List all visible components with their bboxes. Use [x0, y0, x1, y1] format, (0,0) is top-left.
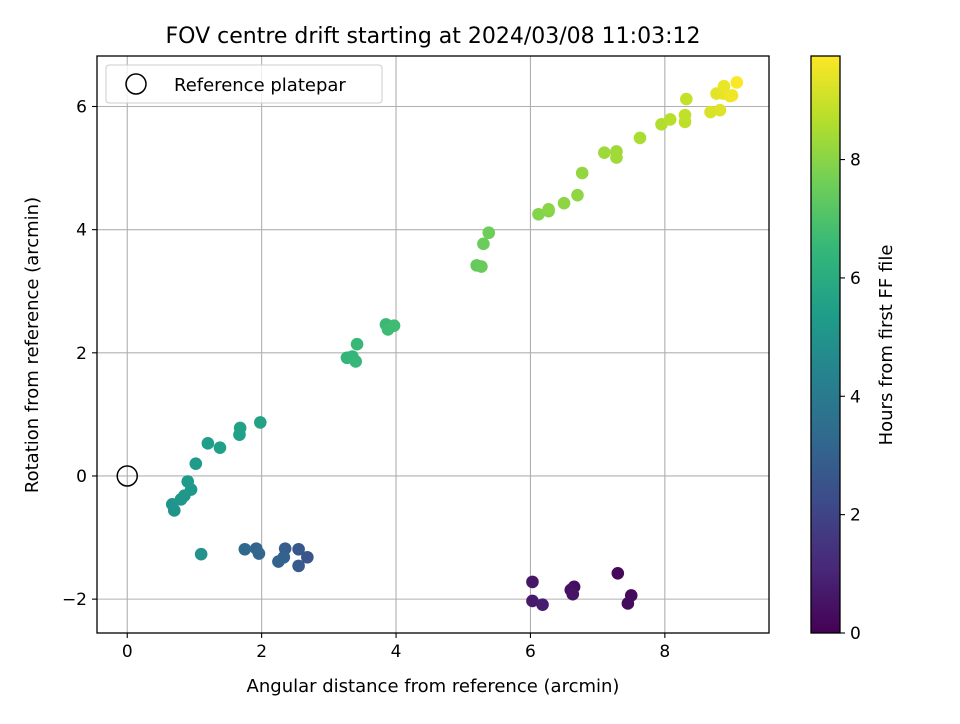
data-point	[680, 92, 693, 106]
data-point	[272, 555, 285, 568]
data-point	[713, 103, 727, 117]
legend-marker-icon	[125, 73, 147, 95]
y-axis-ticks: −2 0 2 4 6	[62, 97, 97, 610]
data-point	[532, 207, 545, 221]
data-point	[730, 76, 744, 89]
y-tick-label: 6	[76, 97, 87, 117]
x-axis-ticks: 0 2 4 6 8	[122, 633, 670, 662]
data-point	[598, 146, 611, 159]
x-tick-label: 2	[256, 642, 267, 662]
x-axis-label: Angular distance from reference (arcmin)	[247, 676, 620, 697]
legend-label: Reference platepar	[174, 75, 346, 96]
colorbar-label: Hours from first FF file	[876, 245, 897, 446]
data-point	[189, 457, 203, 470]
data-point	[253, 416, 267, 429]
legend: Reference platepar	[105, 64, 383, 104]
data-point	[611, 566, 625, 580]
data-point	[475, 260, 488, 273]
y-tick-label: 0	[76, 467, 87, 487]
colorbar-tick-label: 2	[850, 506, 861, 526]
data-point	[349, 355, 363, 368]
x-tick-label: 0	[122, 642, 133, 662]
data-point	[571, 188, 584, 202]
x-tick-label: 8	[659, 642, 670, 662]
grid-lines	[97, 56, 769, 633]
data-point	[717, 79, 731, 93]
reference-layer	[116, 465, 138, 487]
data-point	[575, 166, 589, 180]
y-tick-label: 2	[76, 344, 87, 364]
data-point	[663, 113, 677, 126]
colorbar-tick-label: 6	[850, 269, 861, 289]
data-point	[233, 421, 247, 435]
data-point	[213, 441, 227, 454]
data-point	[704, 105, 717, 119]
data-point	[526, 575, 539, 589]
data-point	[633, 131, 647, 145]
data-point	[725, 89, 739, 102]
data-point	[536, 598, 549, 611]
colorbar-tick-label: 4	[850, 387, 861, 407]
chart-title: FOV centre drift starting at 2024/03/08 …	[166, 24, 701, 49]
data-point	[678, 108, 692, 122]
data-point	[566, 587, 580, 601]
colorbar-tick-label: 0	[850, 624, 861, 644]
data-point	[557, 196, 571, 210]
plot-frame	[96, 55, 770, 634]
data-point	[252, 547, 266, 560]
data-point	[610, 145, 623, 158]
data-point	[194, 547, 208, 561]
y-axis-label: Rotation from reference (arcmin)	[22, 197, 43, 493]
colorbar-ticks: 0 2 4 6 8	[840, 151, 861, 644]
y-tick-label: 4	[76, 221, 87, 241]
data-point	[526, 594, 539, 608]
data-point	[201, 437, 215, 450]
data-point	[621, 597, 635, 610]
x-tick-label: 4	[391, 642, 402, 662]
legend-box	[105, 64, 383, 104]
data-point	[542, 203, 555, 216]
data-point	[238, 542, 252, 556]
data-point	[181, 475, 195, 488]
y-tick-label: −2	[62, 590, 87, 610]
data-point	[477, 237, 490, 251]
data-point	[292, 559, 305, 573]
scatter-points	[165, 76, 744, 611]
x-tick-label: 6	[525, 642, 536, 662]
data-point	[292, 542, 305, 556]
colorbar-tick-label: 8	[850, 151, 861, 171]
data-point	[350, 337, 364, 351]
data-point	[301, 550, 314, 564]
data-point	[387, 319, 401, 333]
reference-marker	[116, 465, 138, 487]
data-point	[482, 226, 496, 240]
colorbar	[810, 55, 841, 634]
